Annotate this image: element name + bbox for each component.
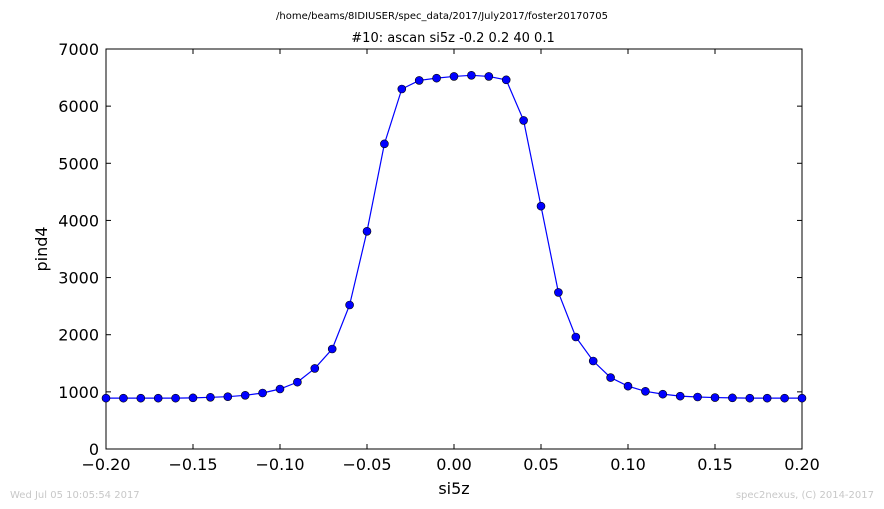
data-point	[571, 332, 581, 342]
data-point	[275, 384, 285, 394]
data-point	[693, 392, 702, 402]
data-point	[414, 76, 424, 85]
data-point	[310, 364, 320, 373]
data-point	[606, 373, 615, 382]
x-tick-label: −0.10	[255, 455, 304, 474]
data-point	[675, 391, 685, 401]
chart-title: #10: ascan si5z -0.2 0.2 40 0.1	[351, 31, 554, 46]
data-point	[536, 201, 546, 211]
y-tick-label: 7000	[58, 40, 99, 59]
data-point	[136, 393, 146, 403]
data-point	[293, 377, 302, 387]
data-point	[432, 73, 441, 83]
credit: spec2nexus, (C) 2014-2017	[735, 490, 874, 501]
y-tick-label: 1000	[58, 383, 99, 402]
y-tick-label: 2000	[58, 326, 99, 345]
y-tick-label: 5000	[58, 154, 99, 173]
data-point	[658, 389, 668, 399]
data-point	[710, 393, 720, 402]
x-tick-label: 0.00	[436, 455, 472, 474]
data-point	[501, 75, 511, 85]
y-axis-label: pind4	[32, 226, 51, 271]
ticks: −0.20 −0.15 −0.10 −0.05 0.00 0.05 0.10 0.15 0.20…	[58, 40, 820, 474]
data-point	[623, 381, 633, 391]
data-point	[641, 386, 650, 396]
data-point	[240, 390, 250, 400]
data-point	[153, 393, 163, 403]
x-tick-label: 0.15	[697, 455, 733, 474]
data-point	[223, 392, 233, 402]
x-tick-label: −0.15	[168, 455, 217, 474]
chart-suptitle: /home/beams/8IDIUSER/spec_data/2017/July…	[276, 11, 608, 22]
data-point	[745, 393, 755, 403]
data-point	[519, 116, 528, 125]
x-tick-label: −0.20	[81, 455, 130, 474]
data-point	[171, 393, 180, 403]
data-point	[588, 356, 598, 366]
data-point	[484, 72, 494, 81]
data-point	[728, 393, 737, 403]
y-tick-label: 0	[89, 440, 99, 459]
data-point	[449, 72, 459, 81]
data-point	[554, 288, 563, 297]
data-point	[362, 226, 372, 236]
data-point	[206, 392, 215, 402]
data-point	[780, 393, 789, 403]
y-tick-label: 3000	[58, 269, 99, 288]
x-tick-label: 0.20	[784, 455, 820, 474]
plot-area	[105, 48, 803, 450]
x-axis-label: si5z	[438, 479, 469, 498]
data-point	[345, 300, 354, 310]
data-point	[101, 393, 111, 403]
data-point	[327, 344, 337, 354]
data-point	[797, 393, 807, 403]
y-tick-label: 4000	[58, 211, 99, 230]
x-tick-label: −0.05	[342, 455, 391, 474]
x-tick-label: 0.10	[610, 455, 646, 474]
data-point	[397, 84, 407, 94]
data-point	[188, 393, 198, 403]
timestamp: Wed Jul 05 10:05:54 2017	[10, 490, 140, 501]
data-point	[380, 139, 389, 149]
x-tick-label: 0.05	[523, 455, 559, 474]
data-point	[762, 393, 772, 403]
data-point	[467, 70, 476, 80]
data-point	[258, 388, 267, 398]
data-series	[101, 70, 807, 403]
data-point	[119, 393, 128, 403]
y-tick-label: 6000	[58, 97, 99, 116]
